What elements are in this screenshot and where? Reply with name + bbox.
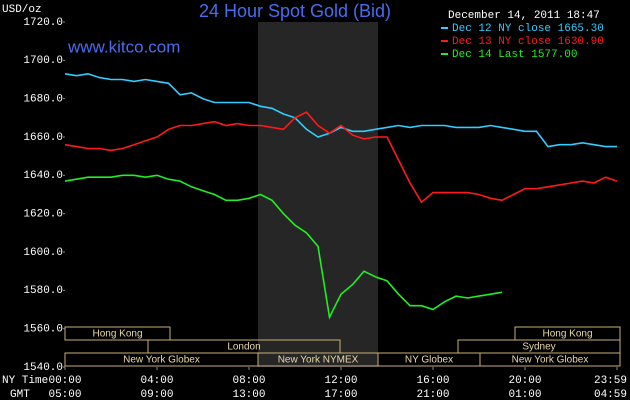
x2-tick-label: 17:00: [324, 389, 357, 400]
session-box: [479, 352, 621, 367]
x2-tick-label: 04:59: [594, 389, 627, 400]
y-tick-label: 1580.0: [23, 285, 63, 297]
session-label: Hong Kong: [542, 329, 592, 340]
series-line: [64, 72, 617, 148]
x-tick-label: 04:00: [140, 375, 173, 387]
y-tick-label: 1700.0: [23, 55, 63, 67]
y-tick-label: 1560.0: [23, 324, 63, 336]
y-tick-label: 1540.0: [23, 362, 63, 374]
legend-label: Dec 12 NY close 1665.30: [452, 23, 604, 35]
x-tick-label: 12:00: [324, 375, 357, 387]
nymex-shade: [258, 22, 378, 367]
series-line: [64, 111, 618, 204]
x2-axis-label: GMT: [10, 389, 30, 400]
session-box: [64, 326, 171, 341]
session-box: [514, 326, 621, 341]
x-tick-label: 23:59: [594, 375, 627, 387]
session-label: New York Globex: [512, 355, 589, 366]
x2-tick-label: 13:00: [232, 389, 265, 400]
session-label: Sydney: [522, 342, 555, 353]
session-label: London: [227, 342, 260, 353]
x-axis-label: NY Time: [2, 375, 48, 387]
session-label: New York NYMEX: [278, 355, 359, 366]
timestamp: December 14, 2011 18:47: [448, 10, 600, 22]
x-tick-label: 00:00: [48, 375, 81, 387]
legend-label: Dec 14 Last 1577.00: [452, 49, 577, 61]
y-axis-label: USD/oz: [2, 4, 42, 16]
x2-tick-label: 21:00: [416, 389, 449, 400]
x-tick-label: 16:00: [416, 375, 449, 387]
legend-label: Dec 13 NY close 1630.90: [452, 36, 604, 48]
x-tick-label: 08:00: [232, 375, 265, 387]
x2-tick-label: 01:00: [508, 389, 541, 400]
y-tick-label: 1620.0: [23, 209, 63, 221]
y-tick-label: 1640.0: [23, 170, 63, 182]
source: www.kitco.com: [67, 37, 180, 56]
series-line: [64, 174, 503, 320]
y-tick-label: 1720.0: [23, 17, 63, 29]
session-label: NY Globex: [405, 355, 453, 366]
x2-tick-label: 05:00: [48, 389, 81, 400]
x2-tick-label: 09:00: [140, 389, 173, 400]
x-tick-label: 20:00: [508, 375, 541, 387]
y-tick-label: 1600.0: [23, 247, 63, 259]
y-tick-label: 1680.0: [23, 94, 63, 106]
session-label: Hong Kong: [92, 329, 142, 340]
session-label: New York Globex: [123, 355, 200, 366]
chart-title: 24 Hour Spot Gold (Bid): [199, 1, 391, 21]
y-tick-label: 1660.0: [23, 132, 63, 144]
